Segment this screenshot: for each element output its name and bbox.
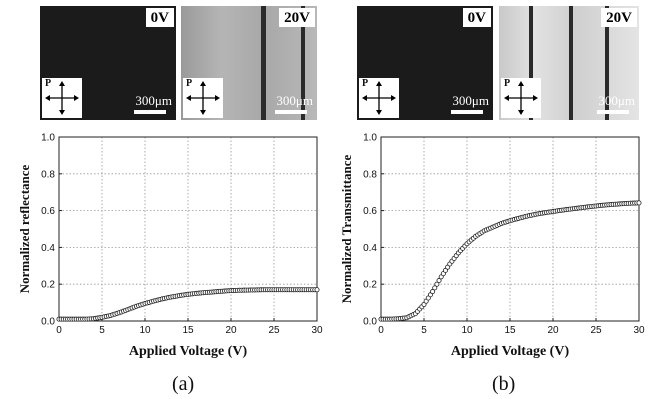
x-tick-label: 5: [421, 325, 427, 336]
x-tick-label: 10: [139, 325, 151, 336]
x-tick-label: 25: [590, 325, 602, 336]
data-series: [56, 287, 320, 322]
electrode-stripe: [569, 6, 573, 120]
polarizer-icon: P: [501, 78, 541, 118]
y-tick-label: 0.4: [41, 243, 55, 254]
y-tick-label: 0.8: [363, 169, 377, 180]
y-tick-label: 0.0: [41, 317, 55, 328]
micrograph-a-0v: 0V P 300μm: [40, 6, 176, 120]
data-series: [378, 200, 642, 322]
x-tick-label: 20: [225, 325, 237, 336]
y-tick-label: 0.6: [363, 206, 377, 217]
x-tick-label: 15: [182, 325, 194, 336]
voltage-label: 0V: [462, 8, 491, 27]
voltage-label: 20V: [601, 8, 637, 27]
micrograph-b-20v: 20V P 300μm: [499, 6, 639, 120]
data-point: [430, 289, 436, 295]
data-marker: [432, 285, 438, 291]
y-tick-label: 0.2: [41, 280, 55, 291]
data-marker: [434, 281, 440, 287]
y-tick-label: 0.4: [363, 243, 377, 254]
micrograph-b-0v: 0V P 300μm: [357, 6, 493, 120]
y-axis-label: Normalized reflectance: [17, 164, 32, 293]
electrode-stripe: [261, 6, 266, 120]
x-tick-label: 30: [311, 325, 323, 336]
panel-label-b: (b): [492, 373, 516, 395]
panel-label-a: (a): [172, 373, 195, 395]
polarizer-icon: P: [183, 78, 223, 118]
x-tick-label: 15: [504, 325, 516, 336]
scale-label: 300μm: [276, 93, 313, 108]
x-axis-label: Applied Voltage (V): [129, 344, 248, 359]
x-tick-label: 10: [461, 325, 473, 336]
micrograph-a-20v: 20V P 300μm: [181, 6, 317, 120]
data-point: [314, 287, 320, 293]
electrode-stripe: [529, 6, 533, 120]
polarizer-icon: P: [42, 78, 82, 118]
scale-label: 300μm: [598, 93, 635, 108]
x-tick-label: 5: [99, 325, 105, 336]
voltage-label: 0V: [145, 8, 174, 27]
y-tick-label: 1.0: [41, 133, 55, 144]
scale-bar: [275, 110, 307, 114]
polarizer-label: P: [504, 78, 511, 89]
x-tick-label: 30: [633, 325, 645, 336]
y-tick-label: 0.6: [41, 206, 55, 217]
y-tick-label: 0.0: [363, 317, 377, 328]
scale-bar: [451, 110, 483, 114]
x-tick-label: 25: [268, 325, 280, 336]
y-axis-label: Normalized Transmittance: [339, 154, 354, 303]
x-tick-label: 0: [56, 325, 62, 336]
scale-label: 300μm: [452, 93, 489, 108]
x-axis-label: Applied Voltage (V): [451, 344, 570, 359]
y-tick-label: 1.0: [363, 133, 377, 144]
polarizer-label: P: [186, 78, 193, 89]
x-tick-label: 20: [547, 325, 559, 336]
x-tick-label: 0: [378, 325, 384, 336]
scale-label: 300μm: [135, 93, 172, 108]
y-tick-label: 0.2: [363, 280, 377, 291]
data-marker: [436, 278, 442, 284]
scale-bar: [134, 110, 166, 114]
polarizer-label: P: [45, 78, 52, 89]
y-tick-label: 0.8: [41, 169, 55, 180]
voltage-label: 20V: [279, 8, 315, 27]
polarizer-icon: P: [359, 78, 399, 118]
electrode-stripe: [605, 6, 609, 120]
data-point: [636, 200, 642, 206]
scale-bar: [597, 110, 629, 114]
polarizer-label: P: [362, 78, 369, 89]
electrode-stripe: [301, 6, 305, 120]
